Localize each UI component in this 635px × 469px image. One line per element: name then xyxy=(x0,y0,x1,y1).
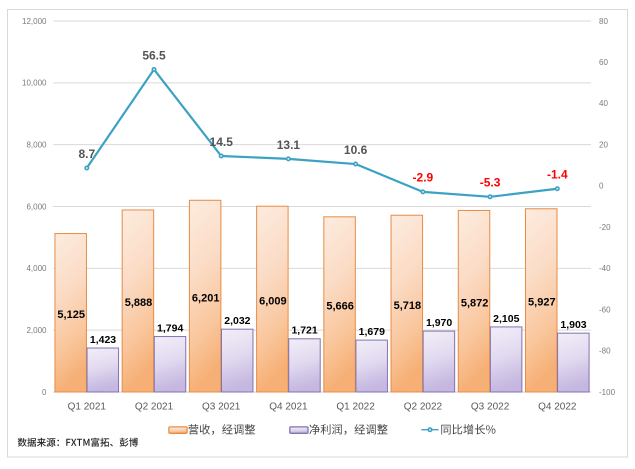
svg-text:5,718: 5,718 xyxy=(394,300,422,312)
svg-text:Q4 2022: Q4 2022 xyxy=(538,402,577,413)
svg-text:-20: -20 xyxy=(599,223,611,232)
svg-text:8,000: 8,000 xyxy=(26,140,47,149)
svg-text:1,679: 1,679 xyxy=(359,326,385,338)
svg-text:0: 0 xyxy=(42,388,47,397)
svg-text:-100: -100 xyxy=(599,388,616,397)
svg-text:80: 80 xyxy=(599,17,608,26)
svg-text:10,000: 10,000 xyxy=(22,79,47,88)
svg-text:1,970: 1,970 xyxy=(426,317,452,329)
svg-text:56.5: 56.5 xyxy=(142,49,166,63)
svg-text:20: 20 xyxy=(599,140,608,149)
svg-text:6,000: 6,000 xyxy=(26,202,47,211)
svg-text:1,794: 1,794 xyxy=(157,322,183,334)
svg-text:6,201: 6,201 xyxy=(192,292,220,304)
svg-text:60: 60 xyxy=(599,58,608,67)
svg-text:12,000: 12,000 xyxy=(22,17,47,26)
svg-text:4,000: 4,000 xyxy=(26,264,47,273)
svg-text:-60: -60 xyxy=(599,305,611,314)
svg-text:5,872: 5,872 xyxy=(461,297,489,309)
svg-text:6,009: 6,009 xyxy=(259,295,287,307)
svg-text:-2.9: -2.9 xyxy=(413,171,434,185)
svg-text:Q4 2021: Q4 2021 xyxy=(269,402,308,413)
svg-text:5,125: 5,125 xyxy=(57,309,85,321)
svg-text:13.1: 13.1 xyxy=(277,138,301,152)
svg-text:14.5: 14.5 xyxy=(210,135,234,149)
svg-text:-40: -40 xyxy=(599,264,611,273)
svg-text:5,666: 5,666 xyxy=(326,301,354,313)
svg-text:Q1 2022: Q1 2022 xyxy=(336,402,375,413)
svg-text:40: 40 xyxy=(599,99,608,108)
svg-text:Q1 2021: Q1 2021 xyxy=(68,402,107,413)
svg-text:0: 0 xyxy=(599,182,604,191)
svg-text:2,000: 2,000 xyxy=(26,326,47,335)
svg-text:5,888: 5,888 xyxy=(125,297,153,309)
svg-text:Q2 2022: Q2 2022 xyxy=(404,402,443,413)
svg-text:-5.3: -5.3 xyxy=(480,176,501,190)
svg-text:Q2 2021: Q2 2021 xyxy=(135,402,174,413)
svg-text:1,423: 1,423 xyxy=(90,334,116,346)
svg-text:2,032: 2,032 xyxy=(224,315,250,327)
svg-text:1,721: 1,721 xyxy=(291,325,317,337)
svg-text:1,903: 1,903 xyxy=(560,319,586,331)
svg-text:10.6: 10.6 xyxy=(344,143,368,157)
svg-text:5,927: 5,927 xyxy=(528,297,556,309)
svg-text:Q3 2022: Q3 2022 xyxy=(471,402,510,413)
svg-text:-80: -80 xyxy=(599,347,611,356)
svg-text:2,105: 2,105 xyxy=(493,313,519,325)
svg-text:8.7: 8.7 xyxy=(78,147,95,161)
svg-text:-1.4: -1.4 xyxy=(547,167,568,181)
svg-text:Q3 2021: Q3 2021 xyxy=(202,402,241,413)
